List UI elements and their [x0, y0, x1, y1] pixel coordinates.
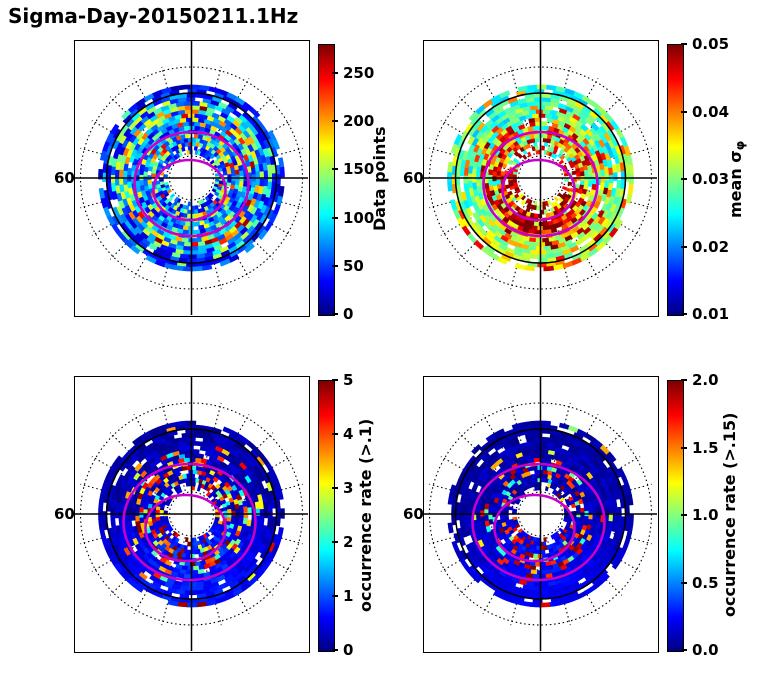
colorbar-title-mean-sigma: mean σφ [726, 44, 747, 314]
colorbar-tick-mark [681, 514, 687, 516]
colorbar-tick-label: 100 [343, 208, 375, 227]
colorbar-tick-mark [332, 71, 338, 74]
colorbar-tick-label: 3 [343, 479, 354, 497]
latitude-label: 60 [403, 169, 424, 187]
colorbar-title-text: mean σ [726, 149, 745, 218]
panel-occurrence-rate-15 [423, 376, 659, 653]
colorbar-tick-mark [332, 168, 338, 171]
colorbar-tick-mark [332, 541, 338, 543]
colorbar-tick-label: 0 [343, 641, 354, 659]
colorbar-tick-mark [332, 487, 338, 489]
latitude-label: 60 [54, 169, 75, 187]
figure-title: Sigma-Day-20150211.1Hz [8, 4, 299, 28]
colorbar-tick-label: 2 [343, 533, 354, 551]
colorbar-title-occurrence-15: occurrence rate (>.15) [720, 380, 741, 650]
colorbar-tick-label: 0.01 [692, 305, 730, 323]
colorbar-gradient-canvas [668, 381, 683, 651]
colorbar-tick-mark [332, 649, 338, 651]
colorbar-tick-mark [681, 581, 687, 584]
colorbar-tick-label: 1 [343, 587, 354, 605]
colorbar-tick-mark [332, 379, 338, 381]
colorbar-tick-mark [681, 110, 687, 113]
latitude-label: 60 [54, 505, 75, 523]
colorbar-tick-mark [681, 313, 687, 315]
polar-heatmap-canvas-mean-sigma [424, 41, 657, 315]
colorbar-ticks-occurrence-15: 0.0 0.5 1.0 1.5 2.0 [681, 371, 742, 659]
colorbar-tick-label: 250 [343, 63, 375, 82]
colorbar-tick-mark [332, 433, 338, 435]
polar-heatmap-canvas-occurrence-1 [75, 377, 308, 651]
polar-heatmap-canvas-data-points [75, 41, 308, 315]
colorbar-tick-mark [681, 43, 687, 45]
colorbar-tick-label: 5 [343, 371, 354, 389]
colorbar-tick-mark [332, 595, 338, 597]
colorbar-tick-mark [681, 178, 687, 180]
colorbar-title-subscript: φ [733, 140, 748, 150]
panel-mean-sigma-phi [423, 40, 659, 317]
colorbar-tick-label: 50 [343, 256, 364, 275]
colorbar-tick-label: 0.03 [692, 170, 730, 188]
colorbar-ticks-occurrence-1: 0 1 2 3 4 5 [332, 371, 393, 659]
colorbar-tick-label: 4 [343, 425, 354, 443]
colorbar-tick-label: 2.0 [692, 371, 719, 389]
colorbar-tick-label: 0 [343, 305, 354, 323]
panel-occurrence-rate-1 [74, 376, 310, 653]
colorbar-tick-label: 200 [343, 112, 375, 131]
colorbar-tick-label: 150 [343, 160, 375, 179]
colorbar-gradient-canvas [319, 45, 334, 315]
colorbar-title-text: occurrence rate (>.15) [720, 412, 739, 618]
panel-data-points [74, 40, 310, 317]
colorbar-tick-label: 0.02 [692, 237, 730, 256]
polar-heatmap-canvas-occurrence-15 [424, 377, 657, 651]
colorbar-title-occurrence-1: occurrence rate (>.1) [356, 380, 377, 650]
colorbar-tick-mark [332, 313, 338, 315]
latitude-label: 60 [403, 505, 424, 523]
colorbar-gradient-canvas [668, 45, 683, 315]
colorbar-ticks-data-points: 0 50 100 150 200 250 [332, 44, 393, 323]
colorbar-tick-label: 0.05 [692, 35, 730, 53]
colorbar-tick-label: 0.5 [692, 573, 719, 592]
colorbar-occurrence-1 [318, 380, 335, 652]
colorbar-tick-mark [681, 649, 687, 651]
colorbar-tick-label: 1.5 [692, 438, 719, 457]
colorbar-ticks-mean-sigma: 0.01 0.02 0.03 0.04 0.05 [681, 35, 742, 323]
colorbar-gradient-canvas [319, 381, 334, 651]
colorbar-tick-mark [332, 264, 338, 267]
colorbar-tick-mark [681, 245, 687, 248]
colorbar-tick-mark [332, 120, 338, 123]
colorbar-title-data-points: Data points [370, 44, 391, 314]
colorbar-tick-mark [332, 216, 338, 219]
colorbar-tick-mark [681, 446, 687, 449]
colorbar-title-text: Data points [370, 126, 389, 232]
colorbar-tick-label: 0.0 [692, 641, 719, 659]
colorbar-data-points [318, 44, 335, 316]
colorbar-occurrence-15 [667, 380, 684, 652]
colorbar-tick-label: 1.0 [692, 506, 719, 524]
colorbar-title-text: occurrence rate (>.1) [356, 418, 375, 612]
colorbar-mean-sigma [667, 44, 684, 316]
colorbar-tick-mark [681, 379, 687, 381]
colorbar-tick-label: 0.04 [692, 102, 730, 121]
